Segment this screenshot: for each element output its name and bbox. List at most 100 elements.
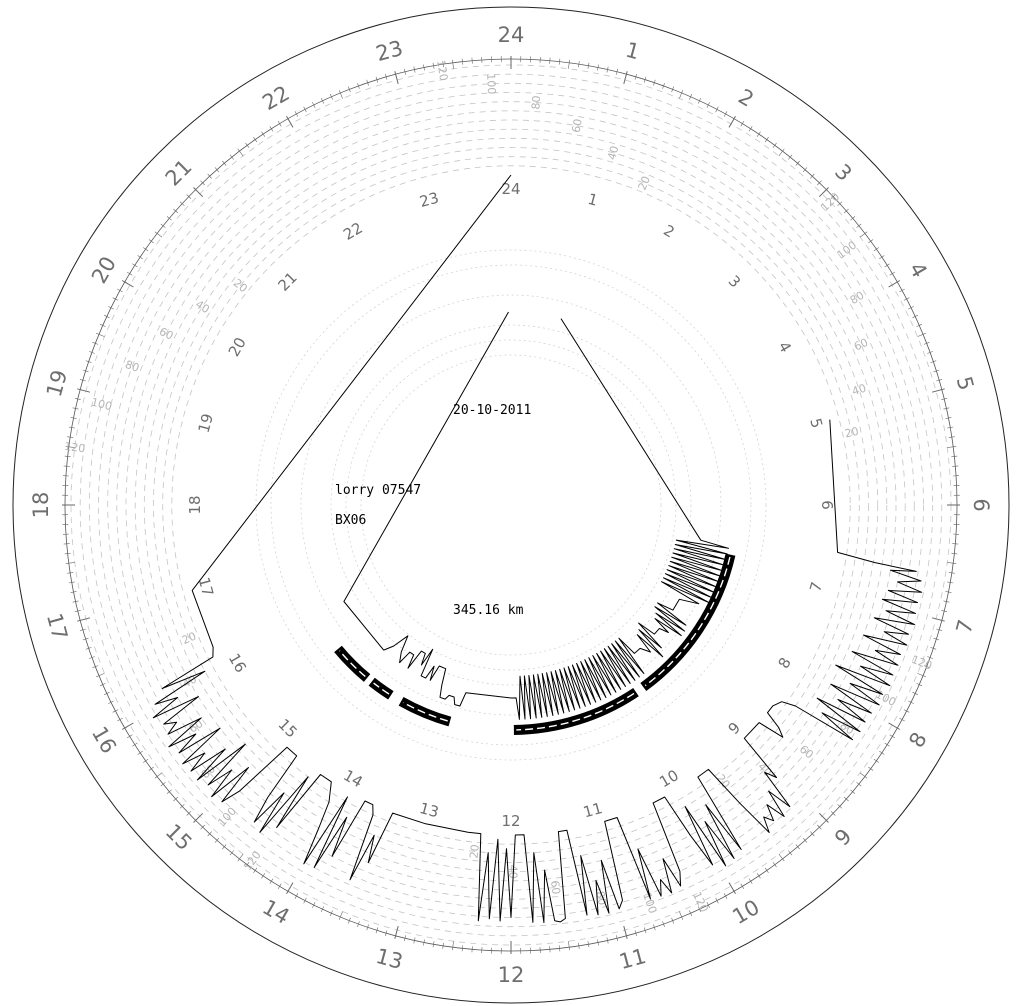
minute-tick [166, 216, 172, 221]
minute-tick [461, 945, 464, 952]
minute-tick [179, 201, 185, 206]
minute-tick [432, 941, 435, 948]
minute-tick [413, 66, 416, 73]
speed-label: 80 [123, 358, 141, 375]
hour-label: 21 [161, 155, 197, 191]
minute-tick [748, 126, 753, 132]
minute-tick [63, 465, 70, 467]
minute-tick [837, 804, 843, 809]
minute-tick [329, 910, 333, 917]
minute-tick [72, 600, 79, 603]
minute-tick [843, 796, 849, 802]
speed-label: 40 [850, 382, 867, 399]
minute-tick [471, 57, 473, 64]
minute-tick [348, 917, 351, 924]
activity-bar-centerline [373, 682, 390, 695]
minute-tick [103, 691, 110, 696]
inner-hour-label: 7 [806, 580, 826, 594]
minute-tick [723, 893, 728, 899]
minute-tick [64, 552, 71, 555]
hour-label: 12 [498, 963, 525, 987]
disc-rings [12, 6, 1010, 1004]
minute-tick [578, 942, 580, 949]
speed-label: 20 [844, 425, 860, 441]
minute-tick [810, 831, 815, 837]
activity-bar [368, 677, 394, 700]
speed-grid-ring [79, 73, 943, 937]
minute-tick [850, 789, 856, 794]
minute-tick [375, 76, 379, 83]
minute-tick [148, 239, 154, 244]
minute-tick [214, 837, 220, 843]
minute-tick [634, 73, 637, 80]
minute-tick [200, 180, 205, 186]
minute-tick [214, 167, 220, 173]
minute-tick [394, 71, 399, 85]
minute-tick [879, 255, 885, 260]
minute-tick [916, 683, 923, 687]
minute-tick [137, 750, 143, 755]
inner-hour-label: 11 [581, 799, 604, 821]
minute-tick [74, 610, 81, 612]
minute-tick [587, 941, 590, 948]
minute-tick [237, 148, 244, 157]
hour-label: 10 [728, 895, 763, 929]
minute-tick [229, 850, 234, 856]
speed-grid-ring [125, 119, 897, 891]
minute-tick [917, 673, 926, 678]
minute-tick [222, 160, 227, 166]
minute-tick [68, 426, 75, 429]
engine-grid-ring [345, 339, 677, 671]
minute-tick [697, 906, 702, 913]
inner-hour-label: 13 [418, 799, 441, 821]
disc-centre-info: 20-10-2011 lorry 07547 BX06 345.16 km [335, 403, 531, 618]
minute-tick [912, 691, 919, 696]
speed-label: 120 [910, 653, 934, 673]
inner-hour-label: 21 [274, 268, 300, 294]
minute-tick [77, 617, 91, 622]
minute-tick [67, 572, 74, 574]
minute-tick [79, 628, 86, 631]
vehicle-code: BX06 [335, 513, 366, 528]
minute-tick [830, 194, 836, 199]
speed-label: 120 [64, 440, 87, 456]
minute-tick [68, 581, 75, 584]
minute-tick [879, 750, 885, 755]
minute-tick [889, 271, 896, 276]
engine-trace-line [343, 311, 729, 720]
minute-tick [96, 332, 105, 337]
minute-tick [452, 59, 454, 69]
minute-tick [933, 369, 940, 373]
activity-bars [334, 553, 736, 735]
minute-tick [286, 882, 294, 895]
minute-tick [229, 154, 234, 160]
minute-tick [818, 187, 829, 198]
minute-tick [912, 314, 919, 319]
minute-tick [132, 742, 138, 747]
minute-tick [423, 64, 425, 71]
minute-tick [357, 921, 360, 928]
minute-tick [634, 930, 637, 937]
minute-tick [933, 637, 940, 641]
minute-tick [442, 942, 444, 949]
minute-tick [357, 82, 360, 89]
inner-hour-label: 24 [501, 180, 520, 198]
minute-tick [277, 883, 282, 890]
minute-tick [82, 369, 89, 373]
hour-label: 2 [734, 84, 758, 111]
minute-tick [923, 665, 930, 668]
minute-tick [452, 941, 454, 951]
minute-tick [413, 937, 416, 944]
minute-tick [715, 106, 719, 113]
minute-tick [173, 208, 179, 214]
minute-tick [320, 97, 325, 104]
minute-tick [795, 844, 800, 850]
speed-label: 80 [529, 95, 543, 110]
minute-tick [461, 58, 464, 65]
minute-tick [404, 68, 406, 75]
inner-hour-label: 2 [660, 221, 677, 241]
minute-tick [689, 910, 693, 917]
minute-tick [70, 417, 77, 419]
minute-tick [108, 700, 114, 704]
minute-tick [662, 921, 665, 928]
